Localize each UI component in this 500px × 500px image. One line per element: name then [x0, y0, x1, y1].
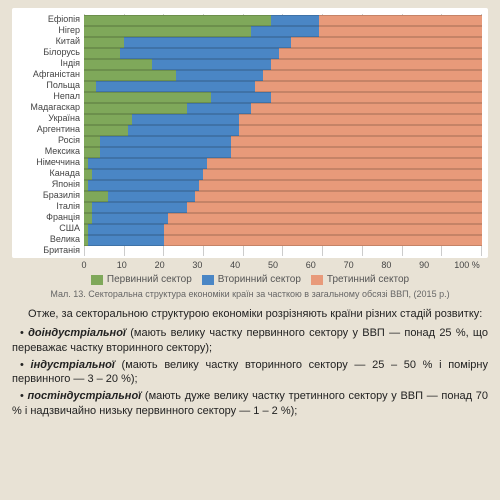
- legend-label: Третинний сектор: [327, 274, 409, 285]
- swatch-primary: [91, 275, 103, 285]
- country-label: Росія: [18, 135, 80, 146]
- legend-label: Первинний сектор: [107, 274, 192, 285]
- bar-segment: [164, 235, 482, 246]
- country-label: Непал: [18, 91, 80, 102]
- country-label: Китай: [18, 36, 80, 47]
- country-label: Україна: [18, 113, 80, 124]
- chart: ЕфіопіяНігерКитайБілорусьІндіяАфганістан…: [12, 8, 488, 258]
- country-label: США: [18, 223, 80, 234]
- body-text: Отже, за секторальною структурою економі…: [12, 307, 488, 419]
- bar-row: [84, 14, 482, 25]
- x-tick: 0: [74, 260, 94, 270]
- bar-row: [84, 168, 482, 179]
- x-tick: 100 %: [452, 260, 482, 270]
- legend-secondary: Вторинний сектор: [202, 274, 301, 285]
- country-label: Білорусь: [18, 47, 80, 58]
- x-tick: 50: [263, 260, 283, 270]
- country-label: Індія: [18, 58, 80, 69]
- x-axis: 0102030405060708090100 %: [84, 258, 482, 270]
- bar-row: [84, 36, 482, 47]
- bar-row: [84, 135, 482, 146]
- x-tick: 80: [376, 260, 396, 270]
- bar-row: [84, 102, 482, 113]
- bar-row: [84, 146, 482, 157]
- bar-row: [84, 212, 482, 223]
- country-label: Бразилія: [18, 190, 80, 201]
- bar-row: [84, 157, 482, 168]
- bar-row: [84, 113, 482, 124]
- country-label: Франція: [18, 212, 80, 223]
- country-label: Мадагаскар: [18, 102, 80, 113]
- swatch-secondary: [202, 275, 214, 285]
- chart-caption: Мал. 13. Секторальна структура економіки…: [12, 289, 488, 299]
- country-label: Афганістан: [18, 69, 80, 80]
- legend-primary: Первинний сектор: [91, 274, 192, 285]
- bar-segment: [88, 235, 164, 246]
- country-label: Японія: [18, 179, 80, 190]
- x-tick: 60: [301, 260, 321, 270]
- bar-row: [84, 25, 482, 36]
- country-label: Ефіопія: [18, 14, 80, 25]
- swatch-tertiary: [311, 275, 323, 285]
- x-tick: 90: [414, 260, 434, 270]
- bar-row: [84, 80, 482, 91]
- bar-row: [84, 201, 482, 212]
- country-label: Нігер: [18, 25, 80, 36]
- x-tick: 10: [112, 260, 132, 270]
- country-label: Німеччина: [18, 157, 80, 168]
- bar-row: [84, 58, 482, 69]
- list-item: постіндустріальної (мають дуже велику ча…: [12, 389, 488, 419]
- country-label: Канада: [18, 168, 80, 179]
- list-item: індустріальної (мають велику частку втор…: [12, 358, 488, 388]
- legend-tertiary: Третинний сектор: [311, 274, 409, 285]
- country-label: Велика Британія: [18, 234, 80, 256]
- x-tick: 30: [187, 260, 207, 270]
- x-tick: 70: [339, 260, 359, 270]
- list-item: доіндустріальної (мають велику частку пе…: [12, 326, 488, 356]
- bar-row: [84, 234, 482, 256]
- legend: Первинний сектор Вторинний сектор Третин…: [12, 274, 488, 285]
- country-label: Аргентина: [18, 124, 80, 135]
- paragraph: Отже, за секторальною структурою економі…: [12, 307, 488, 322]
- country-label: Польща: [18, 80, 80, 91]
- bar-row: [84, 91, 482, 102]
- y-axis-labels: ЕфіопіяНігерКитайБілорусьІндіяАфганістан…: [18, 14, 84, 256]
- country-label: Італія: [18, 201, 80, 212]
- bar-row: [84, 124, 482, 135]
- x-tick: 20: [150, 260, 170, 270]
- bar-row: [84, 47, 482, 58]
- bar-row: [84, 223, 482, 234]
- bars-container: [84, 14, 482, 256]
- country-label: Мексика: [18, 146, 80, 157]
- bar-row: [84, 69, 482, 80]
- page: ЕфіопіяНігерКитайБілорусьІндіяАфганістан…: [0, 0, 500, 500]
- x-tick: 40: [225, 260, 245, 270]
- legend-label: Вторинний сектор: [218, 274, 301, 285]
- bar-row: [84, 179, 482, 190]
- bar-row: [84, 190, 482, 201]
